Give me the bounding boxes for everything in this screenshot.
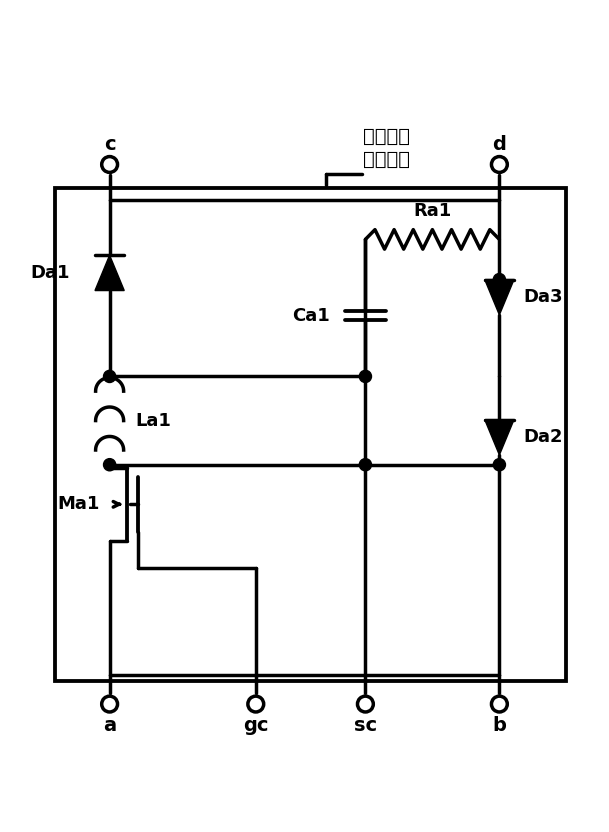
Text: Ma1: Ma1 bbox=[58, 495, 100, 513]
Text: Da1: Da1 bbox=[30, 264, 70, 282]
Circle shape bbox=[359, 370, 371, 383]
Text: a: a bbox=[103, 716, 116, 735]
Polygon shape bbox=[95, 255, 124, 290]
Text: d: d bbox=[493, 135, 506, 154]
Polygon shape bbox=[485, 419, 514, 455]
Text: Ca1: Ca1 bbox=[292, 306, 329, 324]
Circle shape bbox=[104, 458, 116, 471]
Text: Da2: Da2 bbox=[524, 428, 563, 446]
Circle shape bbox=[493, 458, 505, 471]
Text: c: c bbox=[104, 135, 116, 154]
FancyBboxPatch shape bbox=[55, 188, 566, 681]
Text: b: b bbox=[493, 716, 506, 735]
Circle shape bbox=[357, 696, 373, 712]
Circle shape bbox=[248, 696, 264, 712]
Circle shape bbox=[491, 156, 507, 172]
Circle shape bbox=[493, 274, 505, 285]
Text: 补偿支路: 补偿支路 bbox=[363, 151, 410, 170]
Circle shape bbox=[102, 696, 118, 712]
Text: Ra1: Ra1 bbox=[414, 202, 451, 220]
Circle shape bbox=[104, 370, 116, 383]
Polygon shape bbox=[485, 280, 514, 314]
Circle shape bbox=[491, 696, 507, 712]
Text: gc: gc bbox=[243, 716, 269, 735]
Text: 输出电流: 输出电流 bbox=[363, 127, 410, 146]
Circle shape bbox=[102, 156, 118, 172]
Text: La1: La1 bbox=[135, 412, 171, 429]
Text: sc: sc bbox=[354, 716, 377, 735]
Circle shape bbox=[359, 458, 371, 471]
Text: Da3: Da3 bbox=[524, 288, 563, 306]
